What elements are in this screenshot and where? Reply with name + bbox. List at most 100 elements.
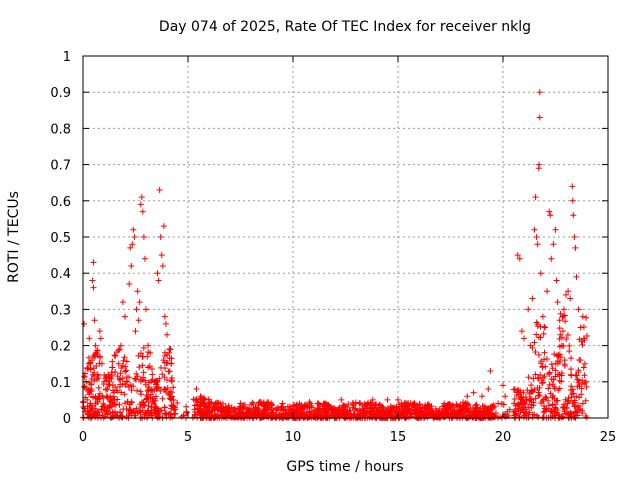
noise-point xyxy=(576,394,583,401)
noise-point xyxy=(284,403,291,410)
noise-point xyxy=(532,348,539,355)
data-point xyxy=(89,277,96,284)
noise-point xyxy=(118,413,125,420)
noise-point xyxy=(367,410,374,417)
noise-point xyxy=(403,409,410,416)
noise-point xyxy=(395,403,402,410)
noise-point xyxy=(282,414,289,421)
noise-point xyxy=(441,412,448,419)
data-point xyxy=(514,252,521,259)
noise-point xyxy=(350,401,357,408)
grid-lines xyxy=(83,56,608,418)
noise-point xyxy=(205,396,212,403)
noise-point xyxy=(403,403,410,410)
data-point xyxy=(115,360,122,367)
data-point xyxy=(161,313,168,320)
data-point xyxy=(143,306,149,313)
noise-point xyxy=(161,404,168,411)
noise-point xyxy=(298,410,305,417)
data-point xyxy=(579,313,586,320)
noise-point xyxy=(138,391,145,398)
data-point xyxy=(94,371,101,378)
data-point xyxy=(130,226,137,233)
noise-point xyxy=(419,411,426,418)
data-point xyxy=(138,194,145,201)
data-point xyxy=(156,186,163,193)
noise-point xyxy=(195,410,202,417)
noise-point xyxy=(449,402,456,409)
noise-point xyxy=(579,400,586,407)
data-point xyxy=(154,270,161,277)
noise-point xyxy=(387,409,394,416)
noise-point xyxy=(539,364,546,371)
data-point xyxy=(117,342,124,349)
noise-point xyxy=(81,405,88,412)
noise-point xyxy=(539,398,546,405)
noise-point xyxy=(86,391,93,398)
noise-point xyxy=(559,313,566,320)
noise-point xyxy=(139,413,146,420)
noise-point xyxy=(183,403,190,410)
data-point xyxy=(105,371,112,378)
data-point xyxy=(567,295,574,302)
noise-point xyxy=(531,411,538,418)
noise-point xyxy=(554,371,561,378)
noise-point xyxy=(213,404,220,411)
noise-point xyxy=(142,381,149,388)
noise-point xyxy=(567,410,574,417)
noise-point xyxy=(116,346,123,353)
noise-point xyxy=(161,374,168,381)
data-point xyxy=(162,320,169,327)
noise-point xyxy=(112,352,119,359)
data-point xyxy=(193,386,200,393)
noise-point xyxy=(520,400,527,407)
noise-point xyxy=(152,403,159,410)
data-point xyxy=(485,386,492,393)
data-point xyxy=(470,389,477,396)
noise-point xyxy=(389,404,396,411)
noise-point xyxy=(159,371,166,378)
noise-point xyxy=(576,336,583,343)
noise-point xyxy=(306,414,313,421)
noise-point xyxy=(137,388,144,395)
data-point xyxy=(122,313,128,320)
noise-point xyxy=(543,394,550,401)
noise-point xyxy=(563,336,570,343)
noise-point xyxy=(106,378,113,385)
data-point xyxy=(516,255,523,262)
noise-point xyxy=(552,401,559,408)
noise-point xyxy=(86,410,93,417)
data-point xyxy=(128,262,135,269)
noise-point xyxy=(209,407,216,414)
noise-point xyxy=(524,387,531,394)
noise-point xyxy=(137,350,144,357)
data-point xyxy=(155,277,162,284)
noise-point xyxy=(183,409,190,416)
noise-point xyxy=(451,409,458,416)
noise-point xyxy=(556,325,563,332)
noise-point xyxy=(264,399,271,406)
noise-point xyxy=(116,376,123,383)
noise-point xyxy=(162,410,169,417)
noise-point xyxy=(407,400,414,407)
noise-point xyxy=(562,396,569,403)
noise-point xyxy=(120,357,127,364)
noise-point xyxy=(535,389,542,396)
noise-point xyxy=(567,366,574,373)
noise-point xyxy=(562,318,569,325)
noise-point xyxy=(541,356,548,363)
noise-point xyxy=(151,401,158,408)
noise-point xyxy=(548,376,555,383)
noise-point xyxy=(145,409,152,416)
noise-point xyxy=(81,374,88,381)
data-point xyxy=(93,349,100,356)
noise-point xyxy=(324,401,331,408)
data-point xyxy=(149,371,156,378)
noise-point xyxy=(148,386,155,393)
data-point xyxy=(550,241,557,248)
noise-point xyxy=(125,383,132,390)
noise-point xyxy=(165,368,172,375)
noise-point xyxy=(115,347,122,354)
noise-point xyxy=(579,410,586,417)
noise-point xyxy=(315,400,322,407)
